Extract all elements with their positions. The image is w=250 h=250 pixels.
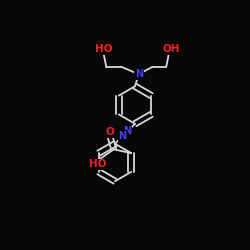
Text: OH: OH	[162, 44, 180, 54]
Text: N: N	[135, 69, 143, 79]
Text: O: O	[106, 127, 114, 137]
Text: HO: HO	[95, 44, 112, 54]
Text: N: N	[118, 131, 127, 141]
Text: N: N	[123, 126, 132, 136]
Text: HO: HO	[89, 160, 106, 170]
